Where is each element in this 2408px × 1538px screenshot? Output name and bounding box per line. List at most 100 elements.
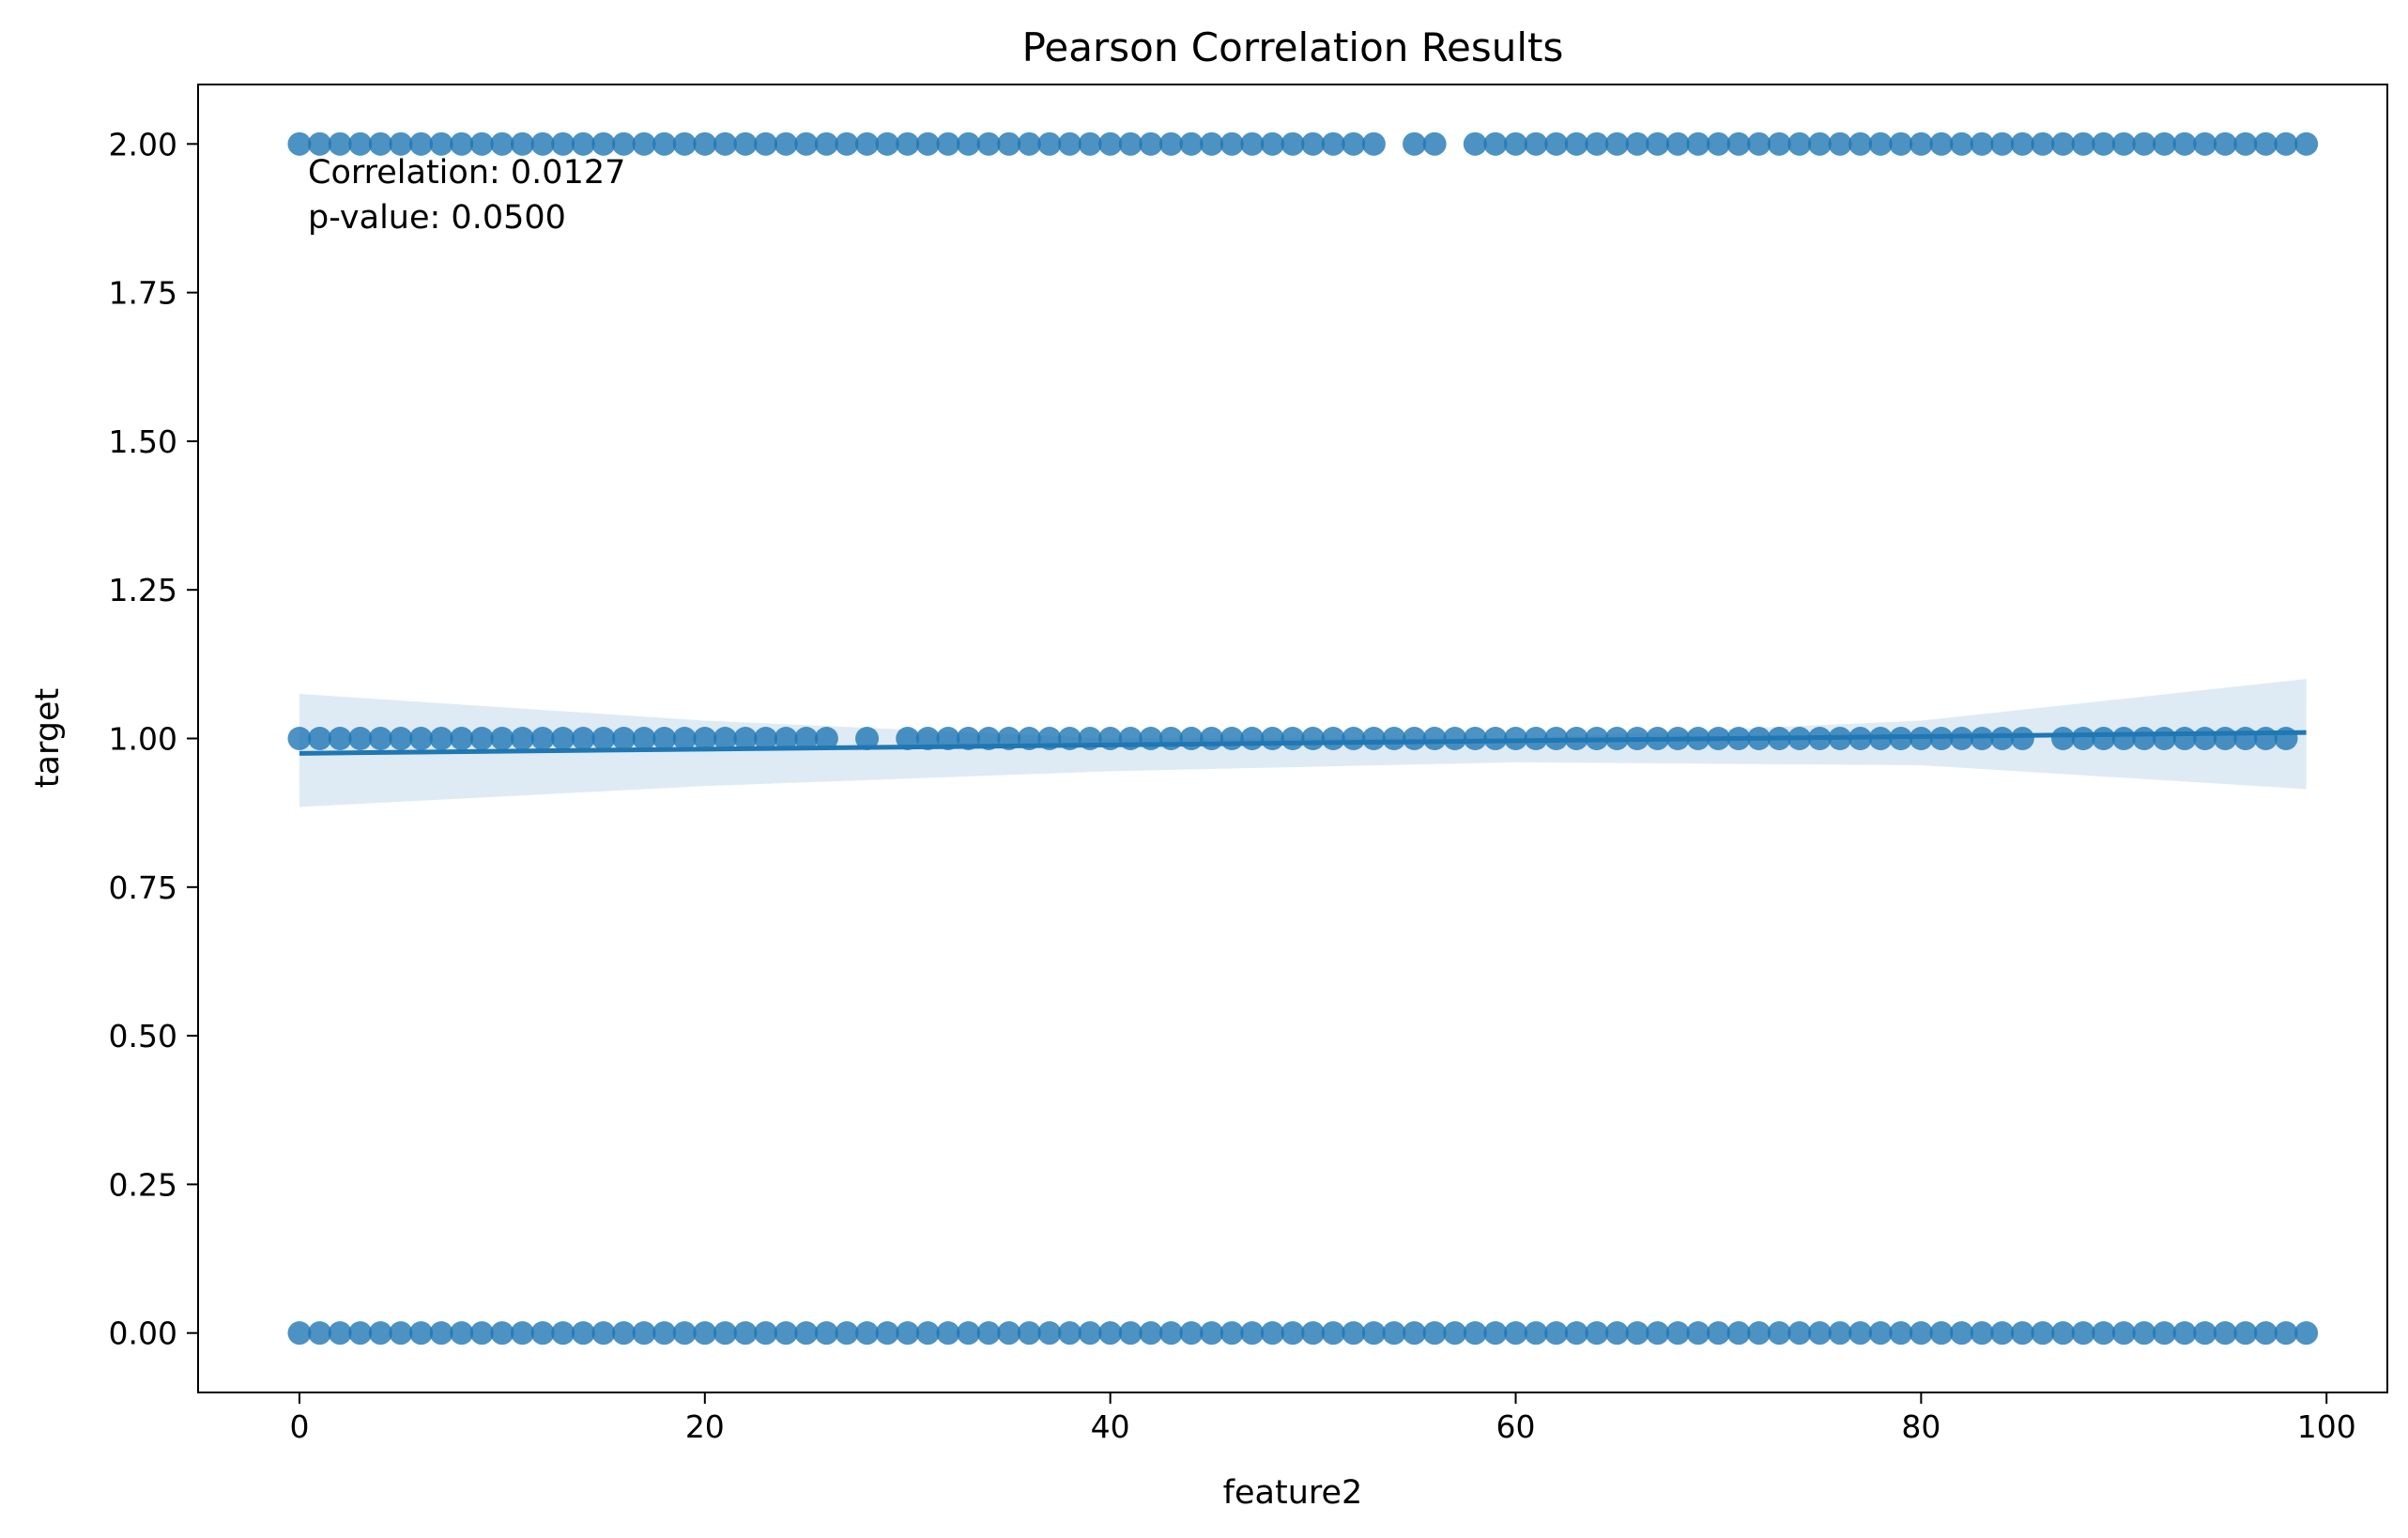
data-point: [1382, 1321, 1406, 1346]
data-point: [693, 727, 717, 750]
data-point: [733, 727, 758, 750]
data-point: [2111, 1321, 2136, 1346]
data-point: [794, 1321, 819, 1346]
data-point: [1037, 1321, 1062, 1346]
data-point: [1706, 1321, 1730, 1346]
chart-title: Pearson Correlation Results: [1022, 24, 1564, 70]
x-tick-label: 20: [685, 1408, 725, 1445]
data-point: [1604, 1321, 1629, 1346]
data-point: [530, 131, 555, 156]
data-point: [1422, 727, 1447, 750]
data-point: [774, 727, 798, 750]
data-point: [2132, 727, 2156, 750]
data-point: [389, 131, 413, 156]
y-tick-label: 1.50: [109, 423, 177, 460]
data-point: [2233, 131, 2258, 156]
data-point: [530, 1321, 555, 1346]
data-point: [551, 131, 575, 156]
data-point: [1868, 1321, 1893, 1346]
data-point: [551, 727, 575, 750]
data-point: [976, 131, 1001, 156]
data-point: [652, 727, 677, 750]
data-point: [713, 131, 737, 156]
data-point: [591, 1321, 616, 1346]
data-point: [2031, 1321, 2055, 1346]
data-point: [510, 1321, 534, 1346]
data-point: [997, 1321, 1021, 1346]
data-point: [652, 131, 677, 156]
data-point: [1200, 727, 1224, 750]
data-point: [1646, 1321, 1670, 1346]
series-target-0: [287, 1321, 2319, 1346]
data-point: [287, 131, 312, 156]
data-point: [1037, 131, 1062, 156]
data-point: [1443, 727, 1467, 750]
data-point: [2274, 1321, 2298, 1346]
data-point: [450, 1321, 474, 1346]
data-point: [1625, 131, 1649, 156]
data-point: [1361, 1321, 1386, 1346]
data-point: [591, 727, 616, 750]
data-point: [409, 131, 434, 156]
data-point: [1990, 727, 2015, 750]
data-point: [1665, 131, 1690, 156]
p-value-annotation: p-value: 0.0500: [308, 199, 566, 237]
data-point: [328, 131, 352, 156]
data-point: [1158, 1321, 1183, 1346]
data-point: [368, 131, 392, 156]
data-point: [814, 131, 838, 156]
data-point: [1524, 1321, 1548, 1346]
data-point: [1301, 1321, 1326, 1346]
data-point: [308, 1321, 332, 1346]
data-point: [632, 131, 656, 156]
data-point: [1848, 1321, 1873, 1346]
data-point: [1747, 131, 1771, 156]
data-point: [1483, 1321, 1508, 1346]
data-point: [1726, 1321, 1751, 1346]
data-point: [1179, 131, 1204, 156]
data-point: [1281, 1321, 1305, 1346]
data-point: [571, 727, 595, 750]
data-point: [936, 131, 960, 156]
data-point: [1970, 727, 1994, 750]
data-point: [1422, 131, 1447, 156]
data-point: [571, 131, 595, 156]
data-point: [1950, 1321, 1974, 1346]
data-point: [1281, 727, 1305, 750]
y-axis-label: target: [29, 688, 67, 788]
data-point: [2233, 1321, 2258, 1346]
data-point: [713, 1321, 737, 1346]
data-point: [713, 727, 737, 750]
data-point: [348, 727, 373, 750]
data-point: [875, 1321, 899, 1346]
data-point: [1726, 131, 1751, 156]
data-point: [1504, 1321, 1528, 1346]
data-point: [2092, 131, 2116, 156]
data-point: [2031, 131, 2055, 156]
data-point: [389, 727, 413, 750]
data-point: [1807, 131, 1832, 156]
data-point: [1240, 131, 1265, 156]
data-point: [450, 131, 474, 156]
data-point: [308, 131, 332, 156]
y-tick-label: 1.00: [109, 721, 177, 758]
data-point: [936, 1321, 960, 1346]
data-point: [2213, 727, 2237, 750]
data-point: [2092, 1321, 2116, 1346]
y-tick-label: 2.00: [109, 126, 177, 162]
data-point: [2172, 1321, 2197, 1346]
data-point: [997, 131, 1021, 156]
data-point: [429, 727, 453, 750]
data-point: [1098, 131, 1123, 156]
data-point: [1321, 727, 1345, 750]
data-point: [348, 131, 373, 156]
data-point: [2253, 1321, 2278, 1346]
data-point: [672, 1321, 697, 1346]
data-point: [611, 1321, 636, 1346]
data-point: [2010, 1321, 2034, 1346]
data-point: [1179, 1321, 1204, 1346]
series-target-1: [287, 727, 2298, 750]
data-point: [1078, 1321, 1102, 1346]
data-point: [875, 131, 899, 156]
